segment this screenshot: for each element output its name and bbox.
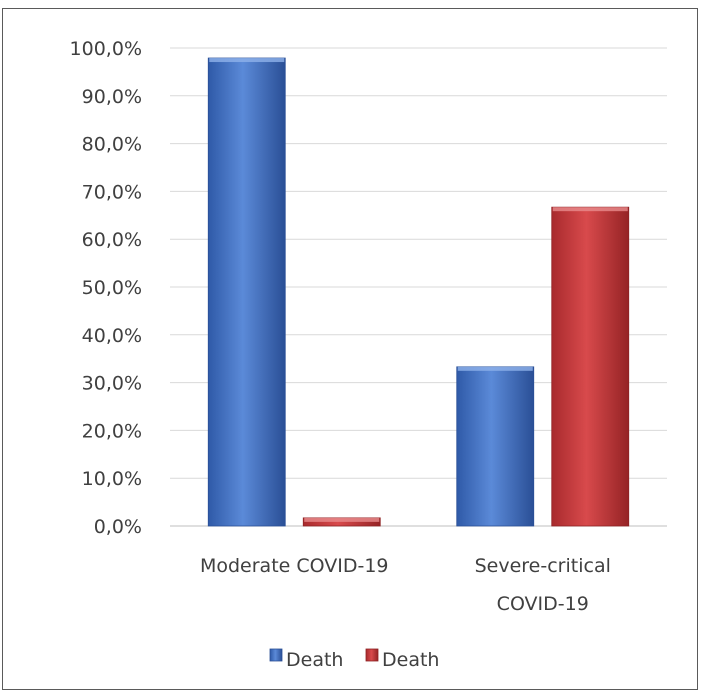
y-tick-label: 100,0% xyxy=(70,38,142,60)
y-axis-ticks: 0,0% 10,0% 20,0% 30,0% 40,0% 50,0% 60,0% 70,0% 8… xyxy=(70,38,142,538)
bar-death-2 xyxy=(456,366,535,527)
y-tick-label: 10,0% xyxy=(82,468,142,490)
legend-label: Death xyxy=(382,649,439,671)
y-tick-label: 30,0% xyxy=(82,373,142,395)
legend-label: Death xyxy=(286,649,343,671)
bar-highlight xyxy=(457,366,533,371)
bar-highlight xyxy=(552,207,628,212)
bar-death-2 xyxy=(551,206,630,527)
legend: Death Death xyxy=(269,648,439,671)
bar-highlight xyxy=(209,58,285,63)
legend-swatch xyxy=(365,648,379,662)
x-category-label: Moderate COVID-19 xyxy=(200,555,389,577)
y-tick-label: 90,0% xyxy=(82,86,142,108)
y-tick-label: 20,0% xyxy=(82,420,142,442)
y-tick-label: 80,0% xyxy=(82,134,142,156)
x-category-label: COVID-19 xyxy=(497,593,589,615)
bars xyxy=(207,57,630,527)
x-axis-labels: Moderate COVID-19 Severe-critical COVID-19 xyxy=(200,555,611,615)
y-tick-label: 50,0% xyxy=(82,277,142,299)
y-tick-label: 0,0% xyxy=(94,516,142,538)
y-tick-label: 70,0% xyxy=(82,181,142,203)
legend-swatch xyxy=(269,648,283,662)
bar-highlight xyxy=(304,517,380,522)
x-category-label: Severe-critical xyxy=(475,555,611,577)
y-tick-label: 40,0% xyxy=(82,325,142,347)
bar-death-1 xyxy=(207,57,286,527)
y-tick-label: 60,0% xyxy=(82,229,142,251)
